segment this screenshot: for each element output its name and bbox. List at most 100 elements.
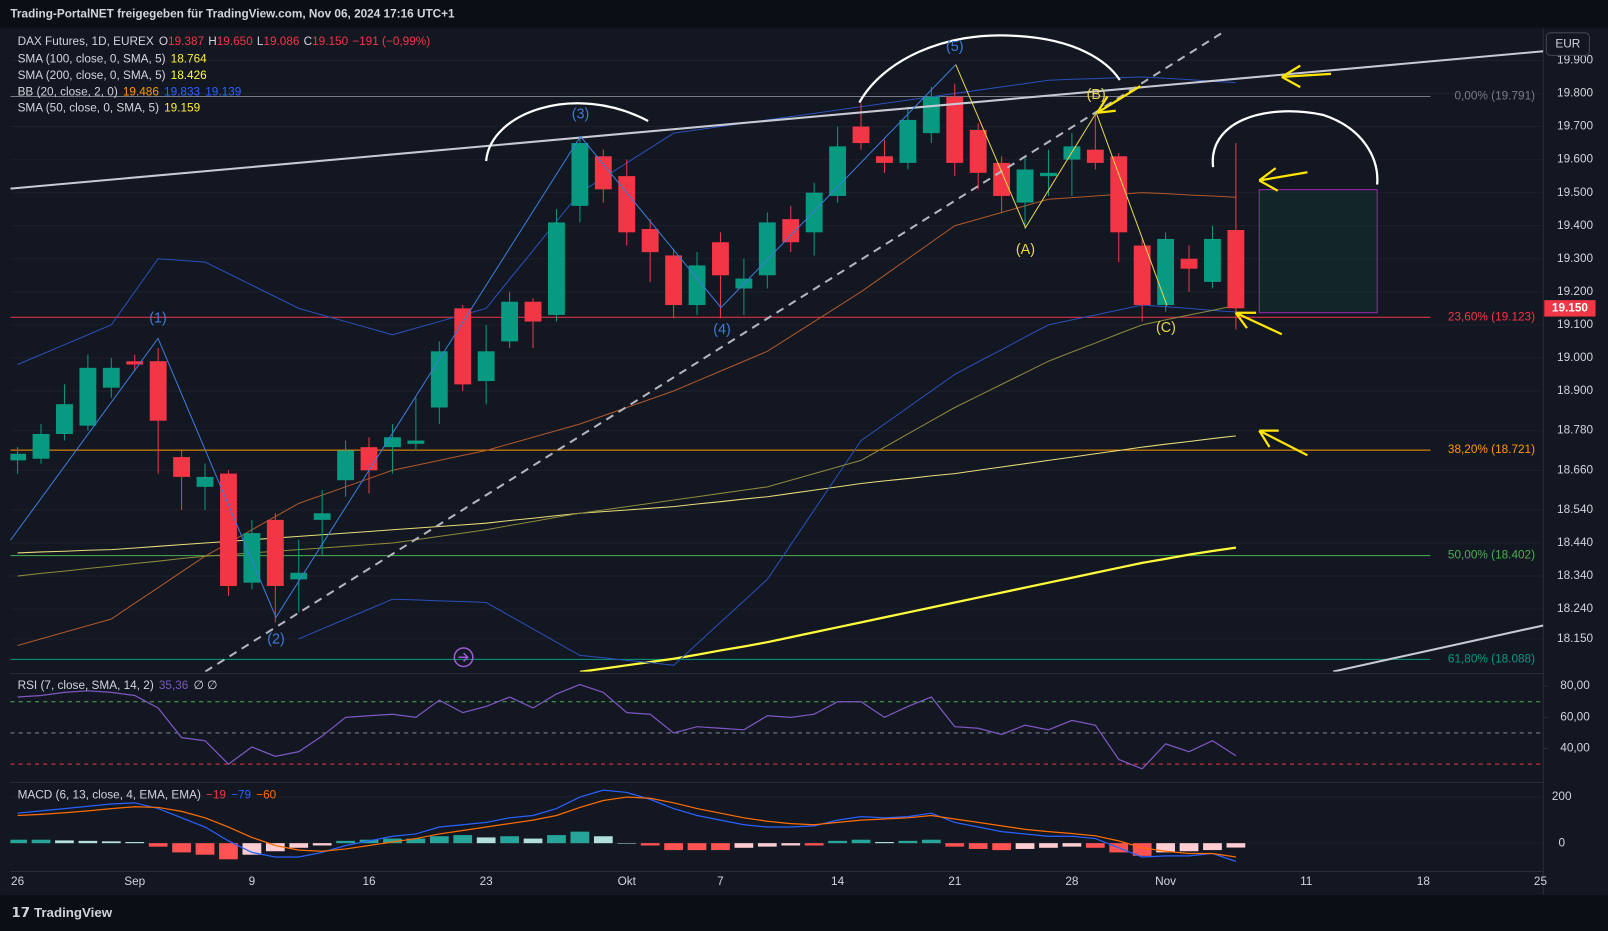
indicator-value: 19.159 xyxy=(164,102,200,115)
candle-body xyxy=(524,301,542,322)
candle-body xyxy=(1157,238,1175,306)
candle-body xyxy=(384,437,401,448)
y-tick-label: 18.540 xyxy=(1557,503,1593,516)
candle-body xyxy=(571,143,589,206)
y-tick-label: 19.600 xyxy=(1557,153,1593,166)
fib-label: 23,60% (19.123) xyxy=(1448,310,1535,323)
arrow xyxy=(1258,167,1308,192)
indicator-value: −19 xyxy=(206,789,226,802)
candle-body xyxy=(360,447,378,471)
drawings: (1) (2) (3) (4) (5) (A) (B) (C) xyxy=(10,29,1544,672)
candle-body xyxy=(1133,245,1151,306)
quote-change: −191 (−0,99%) xyxy=(352,35,430,48)
y-tick-label: 19.800 xyxy=(1557,87,1593,100)
x-tick-label: 16 xyxy=(362,875,376,888)
histogram-bar xyxy=(945,843,965,847)
quote-key: H xyxy=(208,35,217,48)
currency-label[interactable]: EUR xyxy=(1555,38,1580,51)
candle-body xyxy=(173,457,191,477)
candle-body xyxy=(758,222,776,276)
x-tick-label: Okt xyxy=(618,875,637,888)
fib-label: 50,00% (18.402) xyxy=(1448,549,1535,562)
indicator-line xyxy=(17,796,1236,858)
indicator-value: 19.139 xyxy=(205,85,241,98)
candle-body xyxy=(126,361,144,365)
candle-body xyxy=(290,572,308,580)
y-tick-label: 80,00 xyxy=(1560,679,1590,692)
histogram-bar xyxy=(406,838,426,844)
histogram-bar xyxy=(875,842,894,844)
histogram-bar xyxy=(992,843,1011,851)
y-tick-label: 18.780 xyxy=(1557,424,1593,437)
fib-label: 61,80% (18.088) xyxy=(1448,652,1535,665)
wave-label: (C) xyxy=(1156,320,1176,336)
wave-label: (A) xyxy=(1016,242,1035,258)
candle-body xyxy=(407,440,425,444)
candle-body xyxy=(1227,230,1245,309)
trendline xyxy=(1332,624,1544,672)
histogram-bar xyxy=(31,839,51,844)
candle-body xyxy=(922,96,940,134)
currency-button[interactable] xyxy=(1545,32,1590,56)
quote-value: 19.086 xyxy=(263,35,299,48)
legend-indicator: SMA (100, close, 0, SMA, 5) 18.764 xyxy=(18,53,208,66)
indicator-extra: ∅ ∅ xyxy=(193,679,217,692)
candle-body xyxy=(1180,258,1198,269)
candle-body xyxy=(1086,149,1104,163)
x-tick-label: 25 xyxy=(1534,875,1548,888)
histogram-bar xyxy=(828,840,847,844)
candle-body xyxy=(1110,156,1128,233)
legend-symbol: DAX Futures, 1D, EUREX O19.387 H19.650 L19.… xyxy=(18,35,431,48)
top-bar xyxy=(0,0,1608,28)
y-tick-label: 40,00 xyxy=(1560,742,1590,755)
arrow xyxy=(1096,85,1141,114)
histogram-bar xyxy=(523,838,543,844)
candle-body xyxy=(10,453,27,461)
histogram-bar xyxy=(336,840,355,844)
y-tick-label: 19.300 xyxy=(1557,252,1593,265)
histogram-bar xyxy=(664,843,683,851)
indicator-value: −60 xyxy=(256,789,276,802)
legend-rsi: RSI (7, close, SMA, 14, 2) 35,36 ∅ ∅ xyxy=(18,679,218,692)
y-tick-label: 19.400 xyxy=(1557,219,1593,232)
indicator-name: BB (20, close, 2, 0) xyxy=(18,85,118,98)
quote-value: 19.387 xyxy=(168,35,204,48)
histogram-bar xyxy=(593,836,613,844)
arrow xyxy=(1281,64,1332,89)
indicator-value: 35,36 xyxy=(159,679,189,692)
target-box xyxy=(1258,189,1378,314)
arrow xyxy=(1258,429,1308,457)
y-tick-label: 200 xyxy=(1552,790,1572,803)
y-tick-label: 18.340 xyxy=(1557,569,1593,582)
histogram-bar xyxy=(921,839,941,844)
candle-body xyxy=(665,255,683,306)
y-tick-label: 19.900 xyxy=(1557,54,1593,67)
wave-label: (B) xyxy=(1087,87,1106,103)
y-tick-label: 18.900 xyxy=(1557,384,1593,397)
histogram-bar xyxy=(78,840,98,844)
histogram-bar xyxy=(265,843,285,852)
hand-arc xyxy=(485,102,649,162)
candle-body xyxy=(1204,238,1221,282)
x-tick-label: 7 xyxy=(717,875,724,888)
histogram-bar xyxy=(1203,843,1222,851)
hand-arc xyxy=(858,34,1121,104)
candle-body xyxy=(313,513,331,520)
histogram-bar xyxy=(101,841,121,844)
candle-body xyxy=(876,156,893,163)
candle-body xyxy=(852,126,870,144)
indicator-line xyxy=(17,683,1237,770)
candle-body xyxy=(196,476,214,487)
indicator-name: SMA (50, close, 0, SMA, 5) xyxy=(18,102,160,115)
event-icon xyxy=(453,647,474,668)
candle-body xyxy=(618,176,636,233)
candle-body xyxy=(782,219,800,243)
x-tick-label: 11 xyxy=(1300,875,1312,888)
legend-indicator: BB (20, close, 2, 0) 19.486 19.833 19.139 xyxy=(18,85,242,98)
symbol: DAX Futures, 1D, EUREX xyxy=(18,35,154,48)
indicator-value: 18.426 xyxy=(171,69,207,82)
y-tick-label: 18.240 xyxy=(1557,602,1593,615)
histogram-bar xyxy=(687,843,707,851)
candle-body xyxy=(688,265,706,306)
